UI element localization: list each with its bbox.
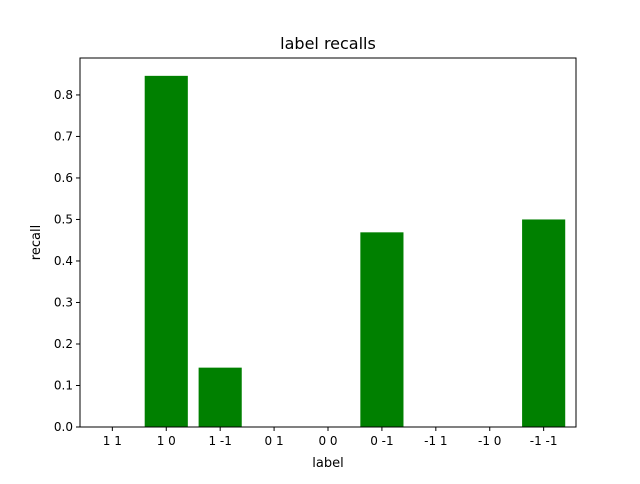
- plot-frame: [79, 57, 577, 428]
- bar-1_-1: [198, 367, 242, 427]
- y-axis-ticks: 0.0 0.1 0.2 0.3 0.4 0.5 0.6 0.7 0.8: [54, 88, 80, 434]
- x-tick-label: 0 -1: [370, 434, 393, 448]
- y-tick-label: 0.4: [54, 254, 73, 268]
- y-tick-label: 0.8: [54, 88, 73, 102]
- x-tick-label: 1 1: [103, 434, 122, 448]
- x-axis-ticks: 1 1 1 0 1 -1 0 1 0 0 0 -1 -1 1 -1 0 -1 -1: [103, 427, 558, 448]
- y-tick-label: 0.2: [54, 337, 73, 351]
- y-tick-label: 0.5: [54, 212, 73, 226]
- bars-layer: [144, 75, 566, 427]
- y-tick-label: 0.1: [54, 378, 73, 392]
- bar--1_-1: [522, 219, 566, 427]
- chart-title: label recalls: [280, 34, 376, 53]
- x-tick-label: 0 1: [265, 434, 284, 448]
- y-tick-label: 0.0: [54, 420, 73, 434]
- x-tick-label: 0 0: [318, 434, 337, 448]
- y-tick-label: 0.3: [54, 295, 73, 309]
- bar-1_0: [144, 75, 188, 427]
- bar-0_-1: [360, 232, 404, 427]
- y-tick-label: 0.6: [54, 171, 73, 185]
- x-tick-label: -1 -1: [530, 434, 558, 448]
- x-tick-label: 1 0: [157, 434, 176, 448]
- x-tick-label: -1 1: [424, 434, 447, 448]
- y-tick-label: 0.7: [54, 129, 73, 143]
- x-tick-label: -1 0: [478, 434, 501, 448]
- y-axis-label: recall: [29, 225, 44, 260]
- x-tick-label: 1 -1: [208, 434, 231, 448]
- x-axis-label: label: [312, 456, 343, 471]
